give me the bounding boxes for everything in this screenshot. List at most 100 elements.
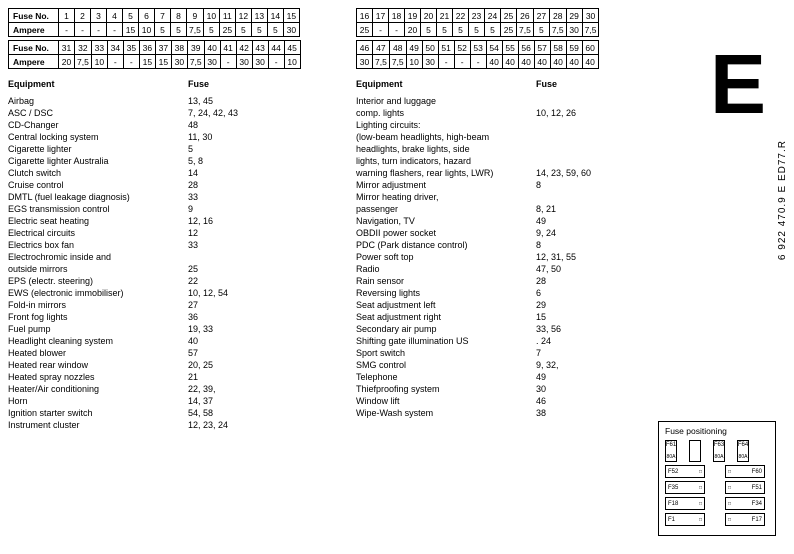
fuse-numbers: 38 (536, 407, 656, 419)
ampere-cell: 5 (155, 23, 171, 37)
fuse-num-cell: 36 (139, 41, 155, 55)
fuse-num-cell: 4 (107, 9, 123, 23)
equipment-name: Headlight cleaning system (8, 335, 188, 347)
ampere-cell: 10 (284, 55, 300, 69)
equipment-name: Radio (356, 263, 536, 275)
ampere-cell: - (123, 55, 139, 69)
fuse-num-cell: 59 (566, 41, 582, 55)
equipment-row: Heated rear window20, 25 (8, 359, 338, 371)
fuse-num-cell: 31 (59, 41, 75, 55)
fuse-num-cell: 51 (438, 41, 454, 55)
fuse-numbers: 54, 58 (188, 407, 308, 419)
equipment-name: Navigation, TV (356, 215, 536, 227)
ampere-cell: - (75, 23, 91, 37)
ampere-cell: 5 (533, 23, 549, 37)
equipment-row: Reversing lights6 (356, 287, 686, 299)
equipment-name: Interior and luggage (356, 95, 536, 107)
fuse-numbers: 28 (188, 179, 308, 191)
fuse-numbers: 7, 24, 42, 43 (188, 107, 308, 119)
equipment-name: (low-beam headlights, high-beam (356, 131, 536, 143)
fuse-slot: F6180A (665, 440, 677, 462)
ampere-cell: 7,5 (75, 55, 92, 69)
equipment-row: warning flashers, rear lights, LWR)14, 2… (356, 167, 686, 179)
ampere-cell: 30 (252, 55, 268, 69)
equipment-row: Instrument cluster12, 23, 24 (8, 419, 338, 431)
equipment-name: Heated spray nozzles (8, 371, 188, 383)
fuse-num-cell: 32 (75, 41, 92, 55)
fuse-numbers (536, 191, 656, 203)
equipment-row: CD-Changer48 (8, 119, 338, 131)
fuse-numbers: 27 (188, 299, 308, 311)
right-list-header: Equipment Fuse (356, 79, 686, 89)
ampere-label: Ampere (9, 55, 59, 69)
left-equipment-list: Airbag13, 45ASC / DSC7, 24, 42, 43CD-Cha… (8, 95, 338, 431)
fuse-num-cell: 6 (139, 9, 155, 23)
ampere-cell: 20 (59, 55, 75, 69)
fuse-slot: F52□ (665, 465, 705, 478)
fuse-numbers: 8 (536, 239, 656, 251)
ampere-cell: 40 (550, 55, 566, 69)
fuse-numbers (536, 131, 656, 143)
ampere-cell: 7,5 (582, 23, 599, 37)
equipment-name: Mirror heating driver, (356, 191, 536, 203)
fuse-num-cell: 5 (123, 9, 139, 23)
fuse-slot: F6380A (713, 440, 725, 462)
fuse-numbers: 12, 16 (188, 215, 308, 227)
fuse-numbers: 28 (536, 275, 656, 287)
equipment-row: Power soft top12, 31, 55 (356, 251, 686, 263)
fuse-numbers (536, 95, 656, 107)
equipment-name: PDC (Park distance control) (356, 239, 536, 251)
equipment-row: Cigarette lighter5 (8, 143, 338, 155)
fuse-num-cell: 40 (204, 41, 220, 55)
equipment-name: Heated rear window (8, 359, 188, 371)
fuse-num-cell: 53 (470, 41, 486, 55)
fuse-num-cell: 52 (454, 41, 470, 55)
fuse-numbers: 14 (188, 167, 308, 179)
fuse-numbers: 49 (536, 371, 656, 383)
ampere-cell: 7,5 (187, 23, 204, 37)
ampere-cell: 5 (267, 23, 283, 37)
equipment-name: Seat adjustment left (356, 299, 536, 311)
fuse-num-cell: 7 (155, 9, 171, 23)
equipment-name: outside mirrors (8, 263, 188, 275)
fuse-num-cell: 15 (283, 9, 299, 23)
ampere-cell: 7,5 (373, 55, 390, 69)
fuse-numbers (536, 155, 656, 167)
equipment-name: Reversing lights (356, 287, 536, 299)
fuse-num-cell: 47 (373, 41, 390, 55)
equipment-row: Clutch switch14 (8, 167, 338, 179)
fuse-numbers: . 24 (536, 335, 656, 347)
ampere-cell: 40 (534, 55, 550, 69)
equipment-name: Horn (8, 395, 188, 407)
ampere-cell: 40 (582, 55, 598, 69)
equipment-name: EPS (electr. steering) (8, 275, 188, 287)
ampere-cell: - (220, 55, 236, 69)
equipment-row: comp. lights10, 12, 26 (356, 107, 686, 119)
fuse-num-cell: 22 (453, 9, 469, 23)
equipment-name: headlights, brake lights, side (356, 143, 536, 155)
fuse-numbers (536, 143, 656, 155)
fuse-numbers: 5 (188, 143, 308, 155)
ampere-cell: - (438, 55, 454, 69)
fuse-num-cell: 60 (582, 41, 598, 55)
fuse-no-label: Fuse No. (9, 9, 59, 23)
equipment-name: Cigarette lighter Australia (8, 155, 188, 167)
fuse-numbers: 5, 8 (188, 155, 308, 167)
equipment-name: Power soft top (356, 251, 536, 263)
equipment-name: Mirror adjustment (356, 179, 536, 191)
fuse-num-cell: 54 (486, 41, 502, 55)
fuse-num-cell: 38 (171, 41, 187, 55)
ampere-cell: 40 (502, 55, 518, 69)
ampere-cell: 30 (357, 55, 373, 69)
fuse-num-cell: 55 (502, 41, 518, 55)
fuse-num-cell: 23 (469, 9, 485, 23)
fuse-num-cell: 56 (518, 41, 534, 55)
fuse-numbers: 7 (536, 347, 656, 359)
equipment-row: EPS (electr. steering)22 (8, 275, 338, 287)
ampere-cell: 5 (485, 23, 501, 37)
fuse-slot (689, 440, 701, 462)
right-fuse-table-1: 161718192021222324252627282930 25--20555… (356, 8, 599, 37)
equipment-row: passenger8, 21 (356, 203, 686, 215)
fuse-numbers: 6 (536, 287, 656, 299)
fuse-numbers: 36 (188, 311, 308, 323)
